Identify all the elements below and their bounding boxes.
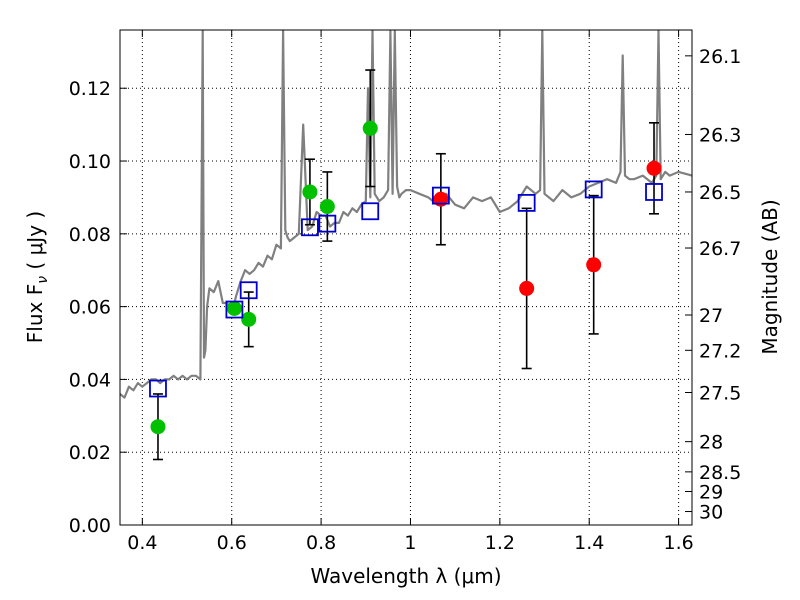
right-tick-label: 28 <box>699 432 723 454</box>
model-point-square <box>431 186 450 205</box>
y-tick-label: 0.00 <box>69 515 111 537</box>
right-tick-label: 28.5 <box>699 462 741 484</box>
data-point-circle <box>362 120 378 136</box>
right-tick-label: 27.5 <box>699 383 741 405</box>
grid-lines <box>120 30 692 526</box>
right-tick-label: 27 <box>699 305 723 327</box>
x-tick-label: 0.6 <box>217 532 247 554</box>
y-axis-label-unit: ( μJy ) <box>23 211 47 276</box>
plot-frame <box>119 29 693 526</box>
y-axis-label: Flux Fν ( μJy ) <box>23 211 51 343</box>
right-tick-label: 27.2 <box>699 340 741 362</box>
y-tick-label: 0.06 <box>69 297 111 319</box>
y-axis-label-subscript: ν <box>35 276 51 284</box>
x-axis-ticks: 0.4 0.6 0.8 1 1.2 1.4 1.6 <box>127 30 694 554</box>
data-point-circle <box>586 257 602 273</box>
y-tick-label: 0.04 <box>69 369 111 391</box>
x-tick-label: 1.2 <box>485 532 515 554</box>
model-point-square <box>239 281 258 300</box>
right-tick-label: 26.1 <box>699 46 741 68</box>
model-spectrum <box>119 29 693 399</box>
right-tick-label: 30 <box>699 502 723 524</box>
y-axis-ticks: 0.00 0.02 0.04 0.06 0.08 0.10 0.12 <box>69 78 127 537</box>
right-tick-label: 26.3 <box>699 124 741 146</box>
y-axis-label-main: Flux F <box>23 284 47 343</box>
data-point-circle <box>302 184 318 200</box>
model-point-square <box>645 183 663 201</box>
right-tick-label: 26.5 <box>699 182 741 204</box>
y-tick-label: 0.12 <box>69 78 111 100</box>
y-tick-label: 0.08 <box>69 224 111 246</box>
model-point-square <box>225 300 244 319</box>
model-point-square <box>584 180 603 199</box>
error-bars <box>152 69 660 461</box>
x-tick-label: 1.6 <box>663 532 693 554</box>
x-tick-label: 1 <box>404 532 416 554</box>
data-point-circle <box>150 419 166 435</box>
data-point-circle <box>519 280 535 296</box>
x-tick-label: 1.4 <box>574 532 604 554</box>
model-point-square <box>301 218 319 237</box>
model-point-square <box>517 193 536 212</box>
data-point-circle <box>646 160 662 176</box>
model-point-square <box>361 202 380 221</box>
right-tick-label: 29 <box>699 482 723 504</box>
x-tick-label: 0.4 <box>127 532 157 554</box>
y-tick-label: 0.02 <box>69 442 111 464</box>
photometry-markers <box>149 120 663 435</box>
x-axis-label: Wavelength λ (μm) <box>310 564 501 588</box>
x-tick-label: 0.8 <box>306 532 336 554</box>
data-point-circle <box>226 300 242 316</box>
data-point-circle <box>241 311 257 327</box>
right-tick-label: 26.7 <box>699 238 741 260</box>
model-point-square <box>149 379 167 398</box>
spectrum-line <box>119 29 693 399</box>
y-tick-label: 0.10 <box>69 151 111 173</box>
model-point-square <box>318 214 337 233</box>
right-axis-label: Magnitude (AB) <box>758 199 782 354</box>
data-point-circle <box>319 199 335 215</box>
